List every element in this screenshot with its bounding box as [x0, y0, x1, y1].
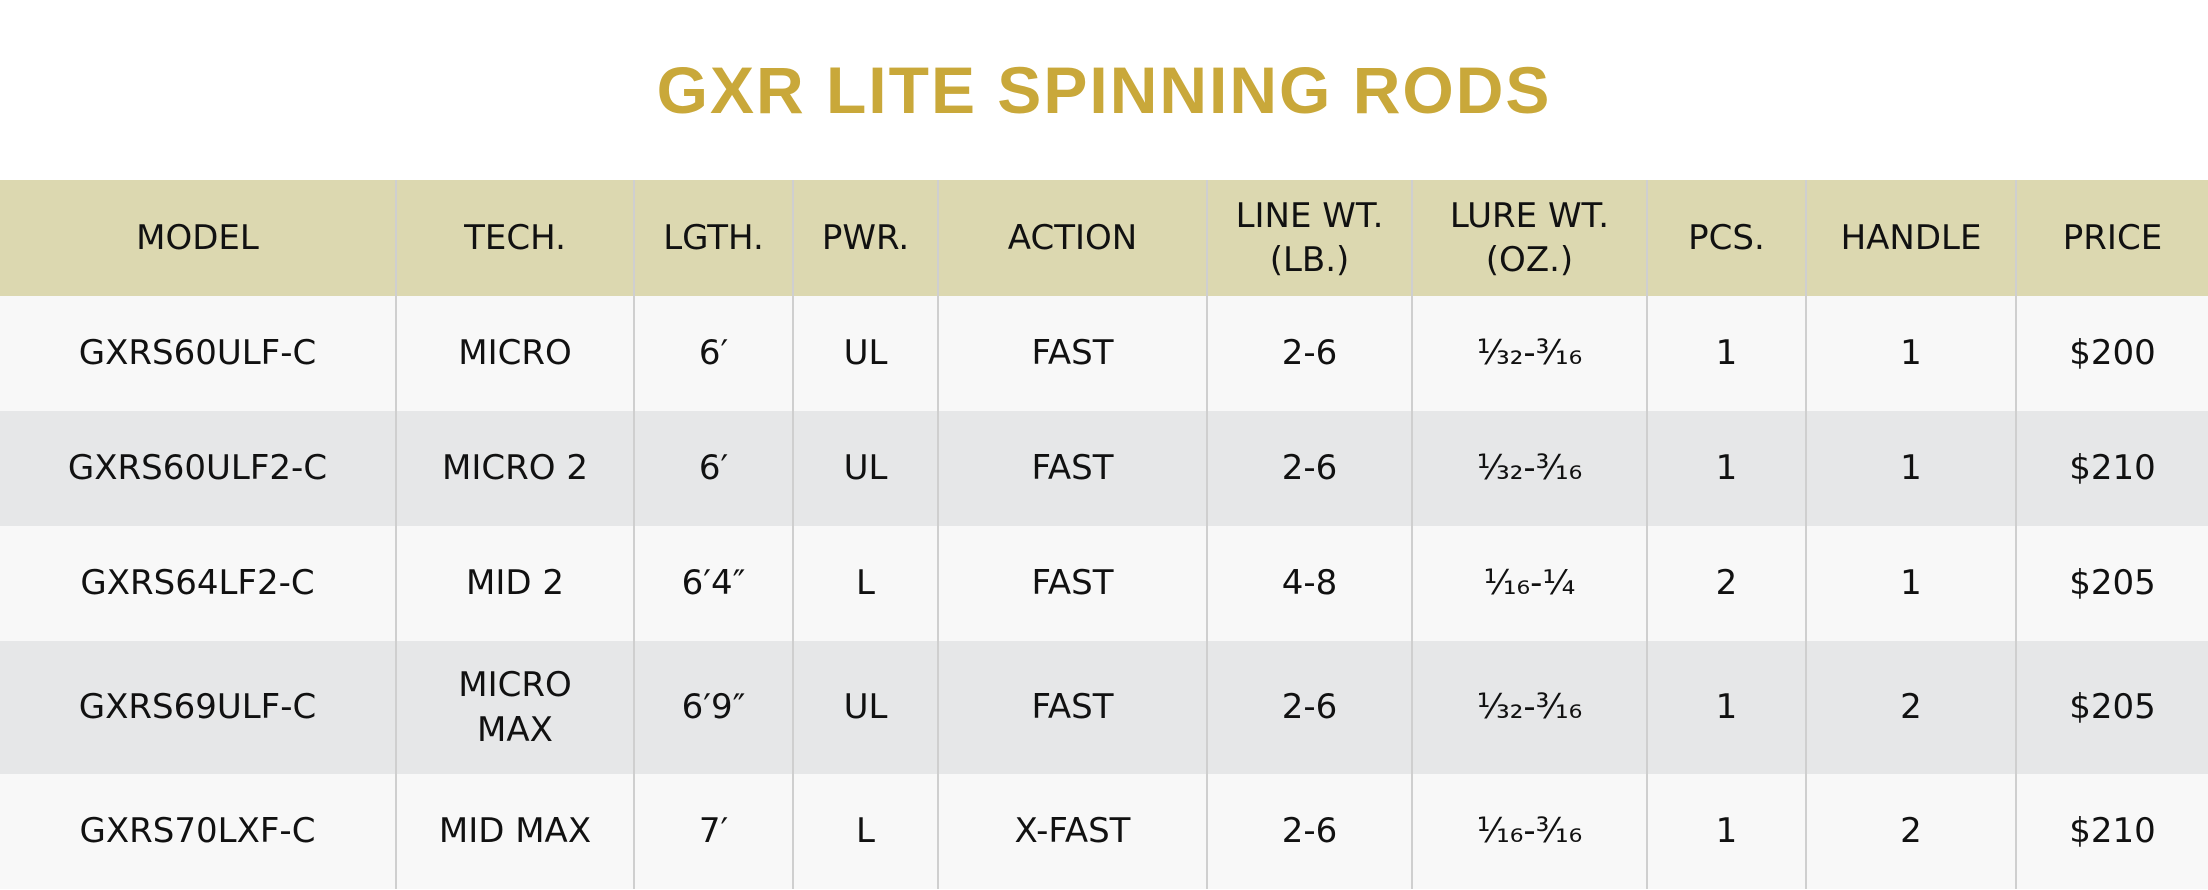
- table-cell: $210: [2015, 411, 2208, 526]
- table-cell: 1: [1805, 411, 2016, 526]
- table-cell: 1: [1805, 296, 2016, 411]
- table-cell: ¹⁄₃₂-³⁄₁₆: [1411, 641, 1647, 774]
- table-cell: 2-6: [1206, 411, 1412, 526]
- table-cell: MICRO 2: [395, 411, 634, 526]
- table-cell: 1: [1805, 526, 2016, 641]
- table-cell: FAST: [937, 526, 1207, 641]
- table-row: GXRS69ULF-C MICRO MAX 6′9″ UL FAST 2-6 ¹⁄₃₂-³⁄…: [0, 641, 2208, 774]
- table-row: GXRS60ULF-C MICRO 6′ UL FAST 2-6 ¹⁄₃₂-³⁄₁₆ 1 1 $2…: [0, 296, 2208, 411]
- table-row: GXRS60ULF2-C MICRO 2 6′ UL FAST 2-6 ¹⁄₃₂-³⁄₁₆ 1…: [0, 411, 2208, 526]
- title: GXR LITE SPINNING RODS: [656, 53, 1552, 127]
- table-cell: ¹⁄₁₆-³⁄₁₆: [1411, 774, 1647, 889]
- table-cell: GXRS60ULF2-C: [67, 448, 328, 489]
- table-cell: $210: [2015, 774, 2208, 889]
- table-cell: FAST: [937, 411, 1207, 526]
- table-cell: 1: [1646, 296, 1806, 411]
- table-cell: UL: [792, 411, 938, 526]
- table-cell: UL: [792, 296, 938, 411]
- column-header: PCS.: [1646, 180, 1806, 296]
- table-cell: 2: [1805, 641, 2016, 774]
- column-header: TECH.: [395, 180, 634, 296]
- table-cell: 1: [1646, 641, 1806, 774]
- column-header: MODEL: [136, 217, 259, 258]
- table-cell: GXRS60ULF-C: [78, 333, 317, 374]
- column-header: HANDLE: [1805, 180, 2016, 296]
- table-cell: MID 2: [395, 526, 634, 641]
- table-cell: GXRS70LXF-C: [79, 811, 316, 852]
- table-cell: ¹⁄₃₂-³⁄₁₆: [1411, 296, 1647, 411]
- table-cell: MID MAX: [395, 774, 634, 889]
- table-cell: 6′9″: [633, 641, 793, 774]
- table-cell: 6′4″: [633, 526, 793, 641]
- column-header: LINE WT. (LB.): [1206, 180, 1412, 296]
- table-cell: 2-6: [1206, 296, 1412, 411]
- table-cell: FAST: [937, 641, 1207, 774]
- table-cell: MICRO: [395, 296, 634, 411]
- column-header: PRICE: [2015, 180, 2208, 296]
- table-cell: MICRO MAX: [395, 641, 634, 774]
- table-cell: 1: [1646, 774, 1806, 889]
- table-cell: L: [792, 526, 938, 641]
- table-cell: X-FAST: [937, 774, 1207, 889]
- table-cell: $205: [2015, 641, 2208, 774]
- table-cell: 2-6: [1206, 641, 1412, 774]
- column-header: ACTION: [937, 180, 1207, 296]
- table-cell: 2: [1805, 774, 2016, 889]
- table-cell: 7′: [633, 774, 793, 889]
- table-cell: FAST: [937, 296, 1207, 411]
- table-cell: 6′: [633, 411, 793, 526]
- table-body: GXRS60ULF-C MICRO 6′ UL FAST 2-6 ¹⁄₃₂-³⁄₁₆ 1 1 $2…: [0, 296, 2208, 889]
- column-header: PWR.: [792, 180, 938, 296]
- spec-table: MODEL TECH. LGTH. PWR. ACTION LINE WT. (LB.) L…: [0, 180, 2208, 889]
- table-cell: 6′: [633, 296, 793, 411]
- table-cell: UL: [792, 641, 938, 774]
- column-header: LURE WT. (OZ.): [1411, 180, 1647, 296]
- table-cell: 2-6: [1206, 774, 1412, 889]
- table-row: GXRS64LF2-C MID 2 6′4″ L FAST 4-8 ¹⁄₁₆-¼ 2 1 $205: [0, 526, 2208, 641]
- table-cell: L: [792, 774, 938, 889]
- table-cell: ¹⁄₃₂-³⁄₁₆: [1411, 411, 1647, 526]
- table-row: GXRS70LXF-C MID MAX 7′ L X-FAST 2-6 ¹⁄₁₆-³⁄₁₆ 1…: [0, 774, 2208, 889]
- table-cell: $205: [2015, 526, 2208, 641]
- header-row: MODEL TECH. LGTH. PWR. ACTION LINE WT. (LB.) L…: [0, 180, 2208, 296]
- table-cell: 2: [1646, 526, 1806, 641]
- table-cell: GXRS69ULF-C: [78, 687, 317, 728]
- table-cell: ¹⁄₁₆-¼: [1411, 526, 1647, 641]
- table-cell: $200: [2015, 296, 2208, 411]
- column-header: LGTH.: [633, 180, 793, 296]
- table-cell: 4-8: [1206, 526, 1412, 641]
- table-cell: GXRS64LF2-C: [80, 563, 315, 604]
- table-cell: 1: [1646, 411, 1806, 526]
